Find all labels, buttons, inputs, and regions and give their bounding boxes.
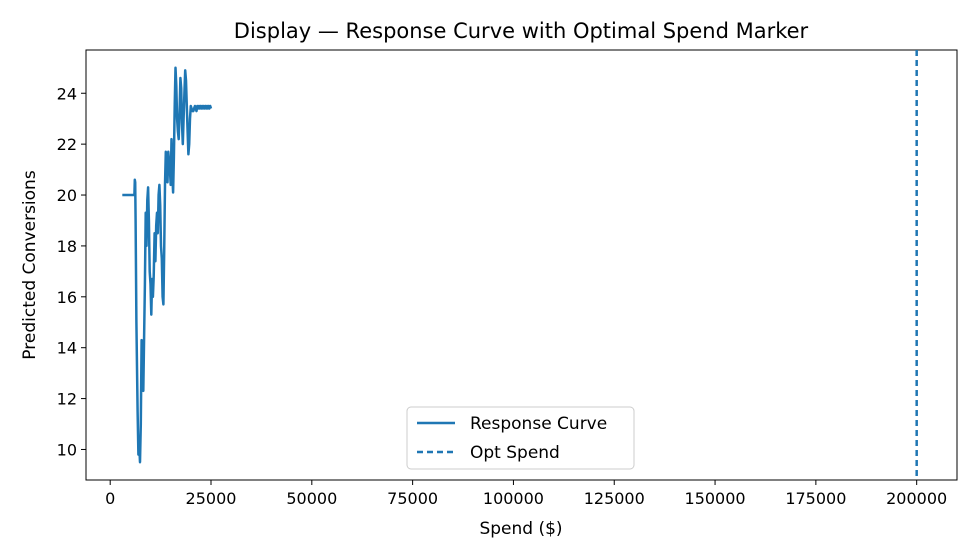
series-response-curve — [122, 66, 213, 464]
y-axis-title: Predicted Conversions — [20, 170, 40, 360]
legend-box — [406, 406, 635, 470]
x-axis-title: Spend ($) — [479, 519, 562, 539]
chart-title: Display — Response Curve with Optimal Sp… — [234, 19, 809, 43]
legend: Response Curve Opt Spend — [406, 406, 635, 470]
x-tick-label: 125000 — [584, 489, 645, 508]
legend-label-response-curve: Response Curve — [470, 414, 607, 434]
y-axis: 10 12 14 16 18 20 22 24 — [57, 84, 86, 459]
x-axis: 0 25000 50000 75000 100000 125000 150000 175000… — [105, 480, 947, 508]
y-tick-label: 10 — [57, 440, 77, 459]
x-tick-label: 150000 — [685, 489, 746, 508]
y-tick-label: 24 — [57, 84, 77, 103]
x-tick-label: 50000 — [286, 489, 337, 508]
x-tick-label: 25000 — [186, 489, 237, 508]
y-tick-label: 20 — [57, 186, 77, 205]
y-tick-label: 14 — [57, 339, 77, 358]
x-tick-label: 100000 — [483, 489, 544, 508]
x-tick-label: 200000 — [886, 489, 947, 508]
y-tick-label: 16 — [57, 288, 77, 307]
x-tick-label: 175000 — [785, 489, 846, 508]
x-tick-label: 75000 — [387, 489, 438, 508]
y-tick-label: 12 — [57, 390, 77, 409]
legend-label-opt-spend: Opt Spend — [470, 443, 560, 463]
x-tick-label: 0 — [105, 489, 115, 508]
y-tick-label: 22 — [57, 135, 77, 154]
plot-lines — [122, 50, 918, 480]
y-tick-label: 18 — [57, 237, 77, 256]
